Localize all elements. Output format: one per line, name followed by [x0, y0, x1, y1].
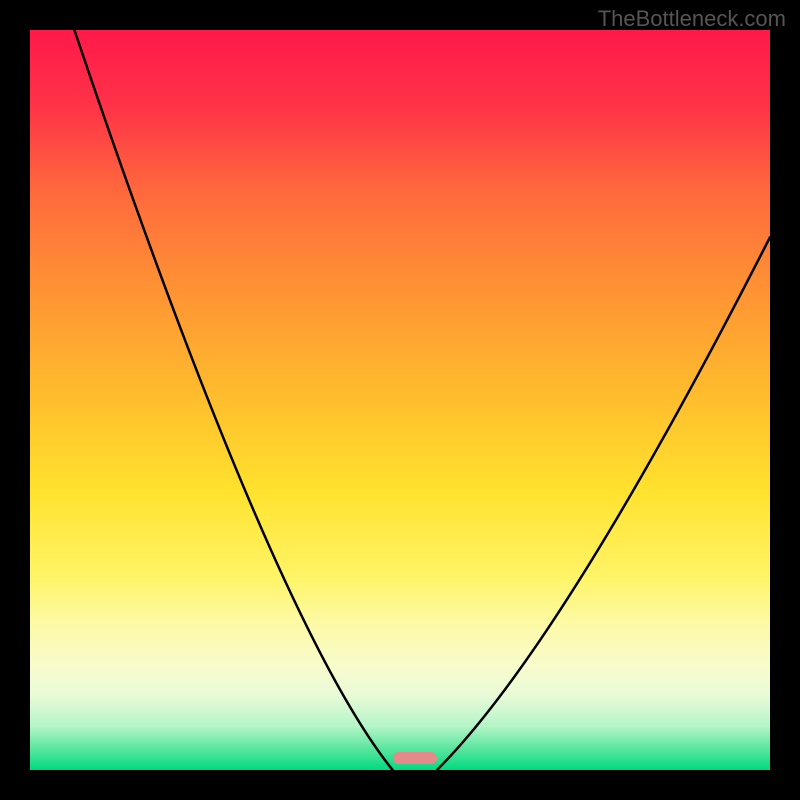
watermark-text: TheBottleneck.com	[598, 6, 786, 32]
curve-layer	[30, 30, 770, 770]
bottleneck-curve	[74, 30, 392, 770]
bottleneck-marker	[393, 752, 437, 764]
bottleneck-curve	[437, 237, 770, 770]
plot-area	[30, 30, 770, 770]
chart-frame: TheBottleneck.com	[0, 0, 800, 800]
